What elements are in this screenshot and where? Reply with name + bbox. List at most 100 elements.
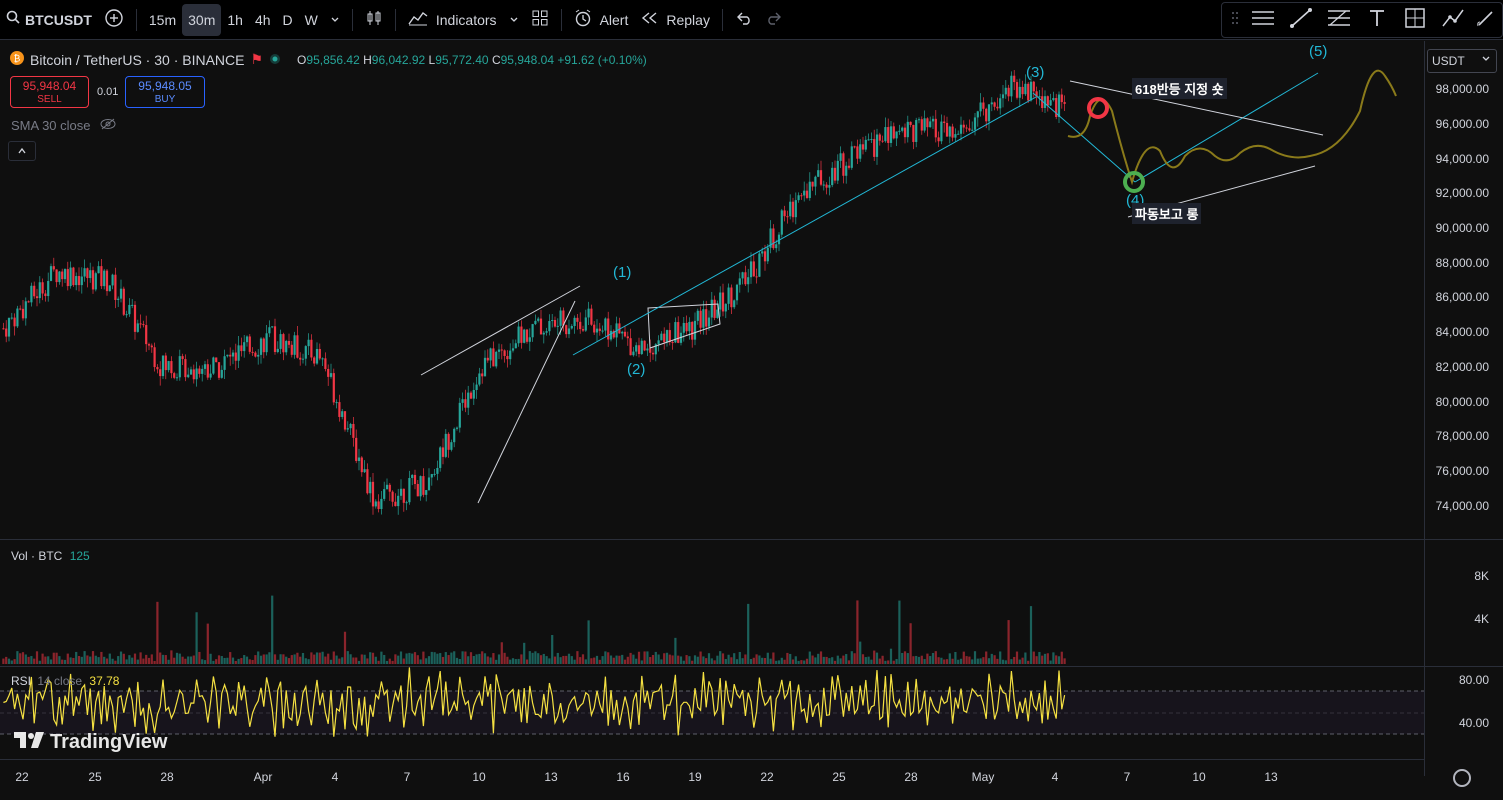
price-scale[interactable]: 98,000.00 96,000.00 94,000.00 92,000.00 … xyxy=(1424,41,1503,776)
alert-button[interactable]: Alert xyxy=(568,4,635,36)
time-axis[interactable]: 22 25 28 Apr 4 7 10 13 16 19 22 25 28 Ma… xyxy=(0,759,1424,800)
redo-button[interactable] xyxy=(759,4,789,36)
candle-body xyxy=(892,126,895,139)
volume-bar xyxy=(61,659,64,664)
volume-bar xyxy=(136,659,139,664)
compare-button[interactable] xyxy=(98,4,130,36)
pane-divider[interactable] xyxy=(0,539,1503,540)
candlestick-icon xyxy=(365,9,383,30)
pattern-tool[interactable] xyxy=(1398,5,1432,35)
interval-d[interactable]: D xyxy=(282,11,293,28)
interval-1h[interactable]: 1h xyxy=(227,11,243,28)
trend-line-tool[interactable] xyxy=(1284,5,1318,35)
currency-select[interactable]: USDT xyxy=(1427,49,1497,73)
interval-dropdown[interactable] xyxy=(324,4,346,36)
candle-body xyxy=(329,373,333,377)
volume-bar xyxy=(817,653,820,664)
symbol-search[interactable]: BTCUSDT xyxy=(0,4,98,36)
volume-bar xyxy=(175,652,179,664)
candle-body xyxy=(122,288,125,315)
volume-bar xyxy=(103,656,106,664)
volume-bar xyxy=(444,652,447,664)
volume-bar xyxy=(139,652,142,664)
drawings xyxy=(420,69,1397,504)
volume-bar xyxy=(52,652,55,664)
candle-body xyxy=(539,318,543,335)
collapse-legend-button[interactable] xyxy=(8,141,36,161)
volume-bar xyxy=(357,660,361,664)
volume-bar xyxy=(209,653,212,664)
candle-body xyxy=(467,392,470,408)
candle-body xyxy=(948,126,951,137)
candle-body xyxy=(450,442,453,450)
eye-hidden-icon[interactable] xyxy=(100,118,116,133)
volume-bar xyxy=(831,657,834,664)
candle-body xyxy=(58,271,61,283)
candle-body xyxy=(506,355,509,360)
time-tick: 25 xyxy=(832,770,846,784)
indicators-button[interactable]: Indicators xyxy=(402,4,503,36)
undo-button[interactable] xyxy=(729,4,759,36)
volume-bar xyxy=(257,651,260,664)
volume-bar xyxy=(626,656,629,664)
chart-area[interactable]: ₿ Bitcoin / TetherUS · 30 · BINANCE ⚑ O9… xyxy=(0,41,1503,800)
volume-bar xyxy=(576,651,579,664)
flag-icon[interactable]: ⚑ xyxy=(250,51,264,67)
candle-body xyxy=(612,330,615,338)
volume-bar xyxy=(290,655,293,664)
indicators-dropdown[interactable] xyxy=(503,4,525,36)
candle-body xyxy=(265,333,268,353)
horizontal-lines-tool[interactable] xyxy=(1246,5,1280,35)
candle-body xyxy=(954,134,957,138)
candle-body xyxy=(780,210,783,235)
pane-divider[interactable] xyxy=(0,666,1503,667)
candle-body xyxy=(755,276,758,278)
volume-bar xyxy=(304,658,307,664)
candle-body xyxy=(649,348,652,353)
brush-tool[interactable] xyxy=(1474,5,1496,35)
prediction-tool[interactable] xyxy=(1436,5,1470,35)
candle-body xyxy=(660,333,663,341)
buy-button[interactable]: 95,948.05 BUY xyxy=(125,76,205,108)
volume-bar xyxy=(383,654,386,664)
volume-bar xyxy=(724,659,727,664)
layouts-button[interactable] xyxy=(525,4,555,36)
volume-bar xyxy=(142,658,145,664)
candle-body xyxy=(33,285,36,297)
volume-bar xyxy=(198,651,201,664)
volume-bar xyxy=(763,657,767,664)
interval-15m[interactable]: 15m xyxy=(148,11,177,28)
candle-body xyxy=(800,195,803,197)
candle-body xyxy=(427,477,431,491)
volume-bar xyxy=(929,656,932,664)
chart-type-button[interactable] xyxy=(359,4,389,36)
price-chart[interactable] xyxy=(0,41,1424,759)
candle-body xyxy=(632,351,635,356)
volume-bar xyxy=(192,655,195,664)
candle-body xyxy=(749,261,753,278)
candle-body xyxy=(282,334,285,353)
sma-indicator[interactable]: SMA 30 close xyxy=(11,118,116,133)
sell-button[interactable]: 95,948.04 SELL xyxy=(10,76,89,108)
fib-tool[interactable] xyxy=(1322,5,1356,35)
interval-4h[interactable]: 4h xyxy=(254,11,271,28)
drag-handle[interactable] xyxy=(1228,5,1242,35)
candle-body xyxy=(142,324,145,326)
candle-body xyxy=(646,348,649,351)
candle-body xyxy=(710,299,713,318)
volume-bar xyxy=(75,651,78,664)
candle-body xyxy=(853,146,856,148)
text-tool[interactable] xyxy=(1360,5,1394,35)
candle-body xyxy=(783,210,786,217)
gear-icon[interactable] xyxy=(1453,769,1471,787)
interval-30m[interactable]: 30m xyxy=(182,3,222,36)
replay-button[interactable]: Replay xyxy=(634,4,716,36)
interval-w[interactable]: W xyxy=(304,11,318,28)
volume-bar xyxy=(355,657,358,664)
candle-body xyxy=(486,357,489,361)
volume-bar xyxy=(388,658,391,664)
price-tick: 76,000.00 xyxy=(1435,464,1489,478)
candle-body xyxy=(861,144,865,150)
candle-body xyxy=(453,428,456,443)
triangle-upper xyxy=(1069,80,1324,136)
